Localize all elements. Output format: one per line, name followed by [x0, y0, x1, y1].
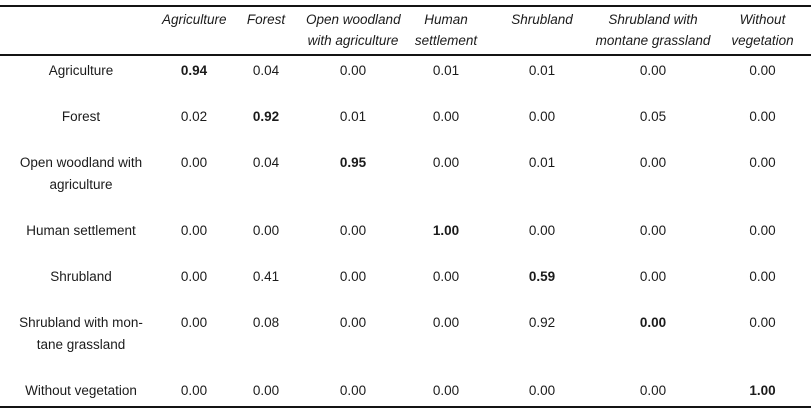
cell-r2c5: 0.00 [639, 155, 667, 170]
cell-r2c0: 0.00 [180, 155, 208, 170]
cell-r1c1: 0.92 [252, 109, 280, 124]
cell-r5c5: 0.00 [639, 315, 667, 330]
cell-r6c2: 0.00 [339, 383, 367, 398]
cell-r6c1: 0.00 [252, 383, 280, 398]
row-label-agriculture: Agriculture [48, 63, 114, 78]
cell-r1c5: 0.05 [639, 109, 667, 124]
row-label-open-woodland-with-agriculture: Open woodland with agriculture [19, 155, 143, 192]
cell-r5c1: 0.08 [252, 315, 280, 330]
cell-r5c4: 0.92 [528, 315, 556, 330]
col-header-without-vegetation: Without vegetation [731, 12, 794, 48]
table-body: Agriculture 0.94 0.04 0.00 0.01 0.01 0.0… [0, 55, 811, 407]
cell-r3c4: 0.00 [528, 223, 556, 238]
row-label-without-vegetation: Without vegetation [25, 383, 137, 398]
cell-r5c3: 0.00 [432, 315, 460, 330]
table-row-shrubland: Shrubland 0.00 0.41 0.00 0.00 0.59 0.00 … [0, 262, 811, 308]
col-header-forest: Forest [246, 12, 286, 27]
cell-r3c2: 0.00 [339, 223, 367, 238]
cell-r3c3: 1.00 [432, 223, 460, 238]
table-row-open-woodland-with-agriculture: Open woodland with agriculture 0.00 0.04… [0, 148, 811, 216]
row-label-shrubland: Shrubland [50, 269, 112, 284]
cell-r1c6: 0.00 [749, 109, 776, 124]
row-label-human-settlement: Human settlement [26, 223, 136, 238]
cell-r3c6: 0.00 [749, 223, 776, 238]
cell-r4c3: 0.00 [432, 269, 460, 284]
cell-r3c1: 0.00 [252, 223, 280, 238]
row-label-forest: Forest [61, 109, 101, 124]
land-cover-transition-matrix-table: Agriculture Forest Open woodland with ag… [0, 5, 811, 408]
cell-r1c0: 0.02 [180, 109, 208, 124]
col-header-open-woodland-with-agriculture: Open woodland with agriculture [306, 12, 401, 48]
cell-r1c4: 0.00 [528, 109, 556, 124]
table-row-shrubland-with-montane-grassland: Shrubland with mon- tane grassland 0.00 … [0, 308, 811, 376]
table-row-human-settlement: Human settlement 0.00 0.00 0.00 1.00 0.0… [0, 216, 811, 262]
cell-r2c3: 0.00 [432, 155, 460, 170]
cell-r0c0: 0.94 [180, 63, 208, 78]
cell-r2c2: 0.95 [339, 155, 367, 170]
cell-r6c4: 0.00 [528, 383, 556, 398]
cell-r4c1: 0.41 [252, 269, 280, 284]
cell-r1c3: 0.00 [432, 109, 460, 124]
table-row-forest: Forest 0.02 0.92 0.01 0.00 0.00 0.05 0.0… [0, 102, 811, 148]
cell-r5c6: 0.00 [749, 315, 776, 330]
cell-r2c1: 0.04 [252, 155, 280, 170]
col-header-agriculture: Agriculture [162, 12, 227, 27]
cell-r2c6: 0.00 [749, 155, 776, 170]
cell-r0c5: 0.00 [639, 63, 667, 78]
cell-r3c0: 0.00 [180, 223, 208, 238]
header-row: Agriculture Forest Open woodland with ag… [0, 6, 811, 55]
cell-r6c0: 0.00 [180, 383, 208, 398]
col-header-shrubland: Shrubland [511, 12, 573, 27]
table-row-without-vegetation: Without vegetation 0.00 0.00 0.00 0.00 0… [0, 376, 811, 407]
cell-r2c4: 0.01 [528, 155, 556, 170]
cell-r6c5: 0.00 [639, 383, 667, 398]
col-header-shrubland-with-montane-grassland: Shrubland with montane grassland [595, 12, 711, 48]
cell-r4c2: 0.00 [339, 269, 367, 284]
cell-r0c6: 0.00 [749, 63, 776, 78]
cell-r6c3: 0.00 [432, 383, 460, 398]
cell-r1c2: 0.01 [339, 109, 367, 124]
cell-r4c4: 0.59 [528, 269, 556, 284]
cell-r0c3: 0.01 [432, 63, 460, 78]
row-label-shrubland-with-montane-grassland: Shrubland with mon- tane grassland [19, 315, 143, 352]
cell-r4c5: 0.00 [639, 269, 667, 284]
corner-cell [0, 6, 162, 55]
cell-r0c4: 0.01 [528, 63, 556, 78]
cell-r0c2: 0.00 [339, 63, 367, 78]
cell-r0c1: 0.04 [252, 63, 280, 78]
cell-r3c5: 0.00 [639, 223, 667, 238]
col-header-human-settlement: Human settlement [414, 12, 478, 48]
cell-r4c6: 0.00 [749, 269, 776, 284]
cell-r4c0: 0.00 [180, 269, 208, 284]
table-row-agriculture: Agriculture 0.94 0.04 0.00 0.01 0.01 0.0… [0, 55, 811, 102]
cell-r5c2: 0.00 [339, 315, 367, 330]
table-header: Agriculture Forest Open woodland with ag… [0, 6, 811, 55]
cell-r6c6: 1.00 [749, 383, 776, 398]
cell-r5c0: 0.00 [180, 315, 208, 330]
